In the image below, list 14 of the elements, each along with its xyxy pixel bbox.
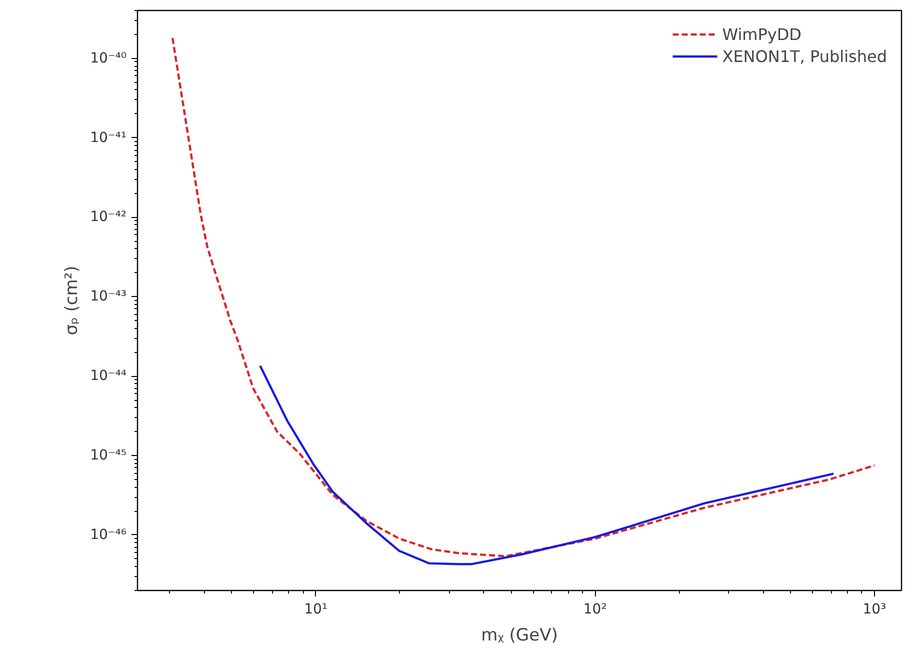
- y-axis-title: σₚ (cm²): [62, 266, 82, 336]
- legend-label: WimPyDD: [722, 24, 802, 44]
- y-tick-label: 10⁻⁴²: [90, 209, 127, 226]
- x-tick-label: 10¹: [304, 602, 328, 618]
- legend-label: XENON1T, Published: [722, 46, 887, 66]
- x-tick-label: 10³: [862, 602, 886, 618]
- y-tick-label: 10⁻⁴⁰: [90, 50, 127, 66]
- x-axis-title: mᵪ (GeV): [481, 626, 558, 646]
- y-tick-label: 10⁻⁴⁶: [90, 526, 127, 543]
- y-tick-label: 10⁻⁴¹: [90, 130, 127, 146]
- y-tick-label: 10⁻⁴⁴: [90, 368, 127, 384]
- y-tick-label: 10⁻⁴³: [90, 288, 127, 305]
- y-tick-label: 10⁻⁴⁵: [90, 448, 127, 464]
- x-tick-label: 10²: [583, 602, 607, 618]
